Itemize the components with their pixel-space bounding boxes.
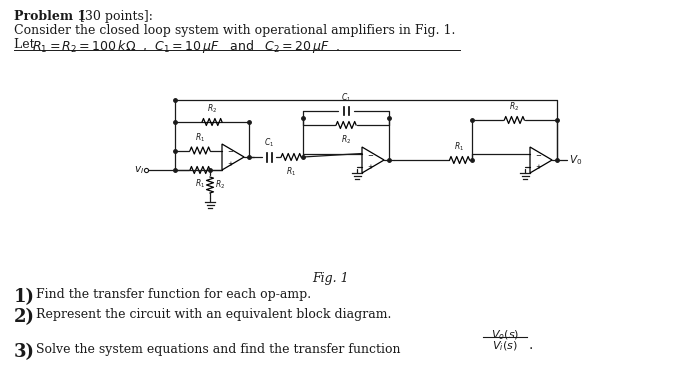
Text: $R_2$: $R_2$ bbox=[509, 101, 519, 113]
Text: $-$: $-$ bbox=[367, 151, 374, 157]
Text: $R_1$: $R_1$ bbox=[454, 141, 465, 153]
Text: Represent the circuit with an equivalent block diagram.: Represent the circuit with an equivalent… bbox=[36, 308, 391, 321]
Text: $C_1$: $C_1$ bbox=[341, 91, 351, 104]
Text: Let: Let bbox=[14, 38, 38, 51]
Text: .: . bbox=[529, 338, 533, 352]
Text: Problem 1: Problem 1 bbox=[14, 10, 86, 23]
Text: $R_1$: $R_1$ bbox=[195, 131, 205, 144]
Text: $R_1$: $R_1$ bbox=[195, 177, 205, 189]
Text: $R_1$: $R_1$ bbox=[286, 165, 296, 177]
Text: 2): 2) bbox=[14, 308, 35, 326]
Text: $R_1 = R_2 = 100\,k\Omega$  ,  $C_1 = 10\,\mu F$   and   $C_2 = 20\,\mu F$  .: $R_1 = R_2 = 100\,k\Omega$ , $C_1 = 10\,… bbox=[32, 38, 340, 55]
Text: $V_i(s)$: $V_i(s)$ bbox=[492, 339, 518, 353]
Text: $v_I$: $v_I$ bbox=[134, 164, 144, 176]
Text: $R_2$: $R_2$ bbox=[341, 133, 351, 146]
Text: $R_2$: $R_2$ bbox=[207, 103, 217, 115]
Text: 3): 3) bbox=[14, 343, 35, 361]
Text: 1): 1) bbox=[14, 288, 35, 306]
Text: Find the transfer function for each op-amp.: Find the transfer function for each op-a… bbox=[36, 288, 311, 301]
Text: $R_2$: $R_2$ bbox=[215, 179, 225, 191]
Text: $C_1$: $C_1$ bbox=[264, 136, 274, 149]
Text: Solve the system equations and find the transfer function: Solve the system equations and find the … bbox=[36, 343, 400, 356]
Text: Consider the closed loop system with operational amplifiers in Fig. 1.: Consider the closed loop system with ope… bbox=[14, 24, 456, 37]
Text: Fig. 1: Fig. 1 bbox=[312, 272, 349, 285]
Text: $-$: $-$ bbox=[535, 151, 542, 157]
Text: [30 points]:: [30 points]: bbox=[72, 10, 153, 23]
Text: $+$: $+$ bbox=[227, 159, 235, 168]
Text: $+$: $+$ bbox=[367, 162, 374, 171]
Text: $V_0$: $V_0$ bbox=[569, 153, 582, 167]
Text: $V_o(s)$: $V_o(s)$ bbox=[491, 328, 519, 342]
Text: $-$: $-$ bbox=[227, 147, 234, 154]
Text: $+$: $+$ bbox=[535, 162, 542, 171]
